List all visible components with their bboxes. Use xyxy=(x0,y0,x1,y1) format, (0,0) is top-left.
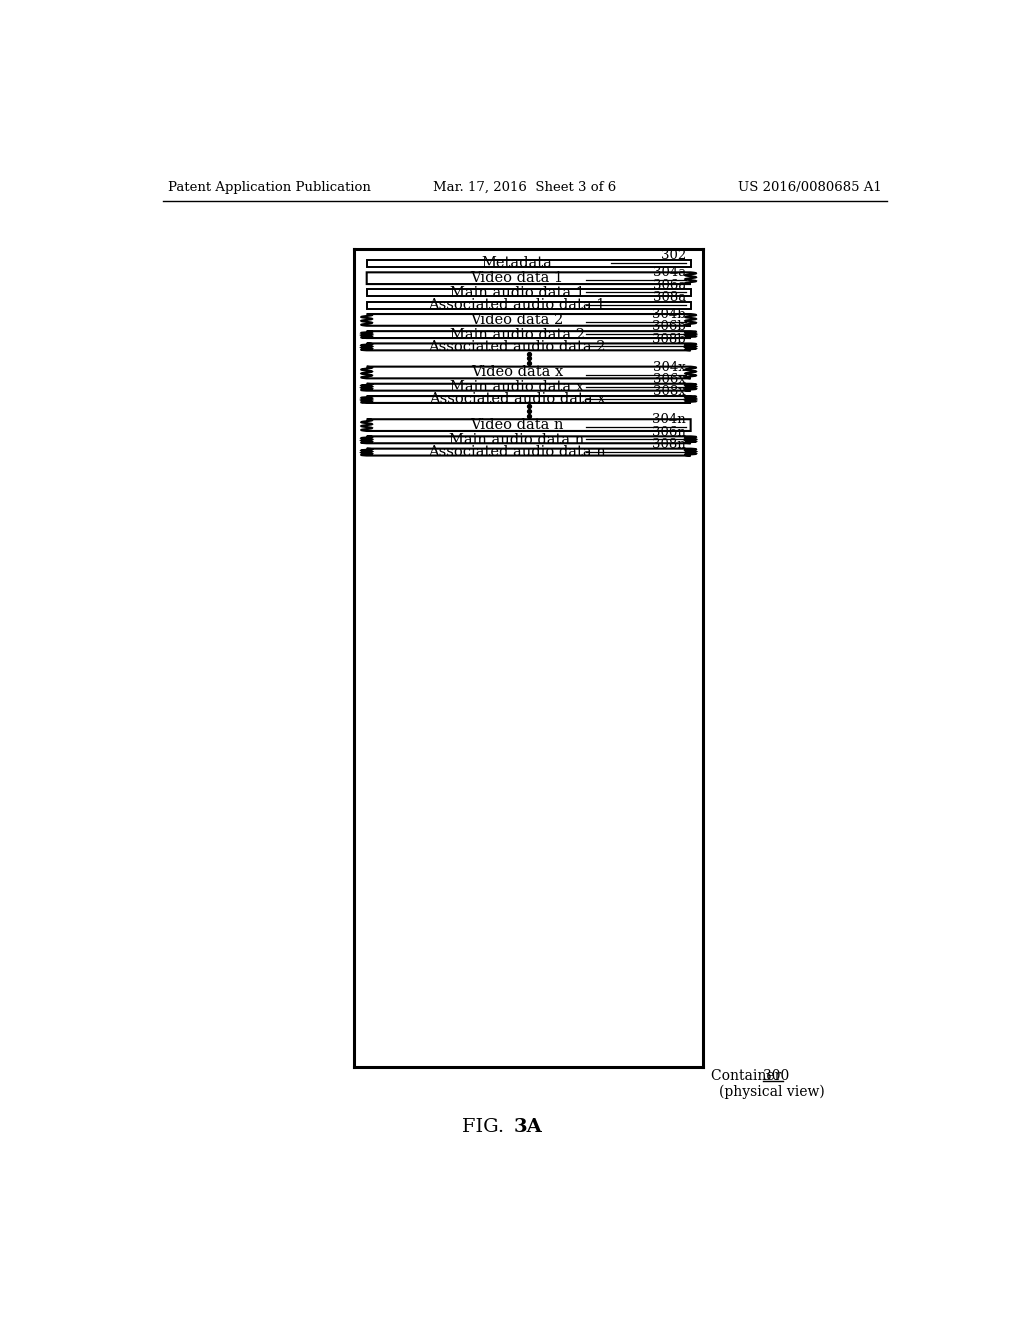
Text: 308a: 308a xyxy=(652,290,686,304)
Text: Metadata: Metadata xyxy=(481,256,553,271)
Bar xyxy=(367,260,690,267)
Text: 306x: 306x xyxy=(653,374,686,385)
Text: Patent Application Publication: Patent Application Publication xyxy=(168,181,371,194)
Text: Main audio data 1: Main audio data 1 xyxy=(450,286,585,300)
Bar xyxy=(367,289,690,297)
Polygon shape xyxy=(361,449,696,455)
Text: 306a: 306a xyxy=(652,279,686,292)
Text: Associated audio data n: Associated audio data n xyxy=(428,445,606,459)
Text: 308b: 308b xyxy=(652,333,686,346)
Text: Video data 1: Video data 1 xyxy=(470,271,563,285)
Polygon shape xyxy=(361,384,696,391)
Text: 306b: 306b xyxy=(652,321,686,334)
Polygon shape xyxy=(361,437,696,444)
Text: 308n: 308n xyxy=(652,438,686,451)
Text: Main audio data x: Main audio data x xyxy=(451,380,584,395)
Polygon shape xyxy=(367,272,696,284)
Text: Main audio data n: Main audio data n xyxy=(450,433,585,446)
Text: Video data 2: Video data 2 xyxy=(470,313,563,327)
Text: (physical view): (physical view) xyxy=(719,1085,824,1098)
Text: Associated audio data 2: Associated audio data 2 xyxy=(428,339,606,354)
Text: 308x: 308x xyxy=(653,385,686,399)
Text: US 2016/0080685 A1: US 2016/0080685 A1 xyxy=(737,181,882,194)
Polygon shape xyxy=(361,420,690,430)
Polygon shape xyxy=(361,396,696,403)
Text: Mar. 17, 2016  Sheet 3 of 6: Mar. 17, 2016 Sheet 3 of 6 xyxy=(433,181,616,194)
Polygon shape xyxy=(361,367,696,379)
Text: Video data n: Video data n xyxy=(470,418,564,432)
Text: 304b: 304b xyxy=(652,308,686,321)
Polygon shape xyxy=(361,343,696,350)
Text: Associated audio data x: Associated audio data x xyxy=(429,392,605,407)
Text: Video data x: Video data x xyxy=(471,366,563,379)
Text: Main audio data 2: Main audio data 2 xyxy=(450,327,585,342)
Text: 304x: 304x xyxy=(653,360,686,374)
Text: 306n: 306n xyxy=(652,425,686,438)
Bar xyxy=(367,302,690,309)
Polygon shape xyxy=(361,314,696,326)
Text: 304n: 304n xyxy=(652,413,686,426)
Text: 3A: 3A xyxy=(514,1118,543,1137)
Text: 300: 300 xyxy=(763,1069,788,1084)
Text: 304a: 304a xyxy=(652,267,686,280)
Text: Container: Container xyxy=(711,1069,785,1084)
Text: 302: 302 xyxy=(660,249,686,263)
Text: FIG.: FIG. xyxy=(463,1118,511,1137)
Polygon shape xyxy=(361,331,696,338)
Text: Associated audio data 1: Associated audio data 1 xyxy=(428,298,606,313)
